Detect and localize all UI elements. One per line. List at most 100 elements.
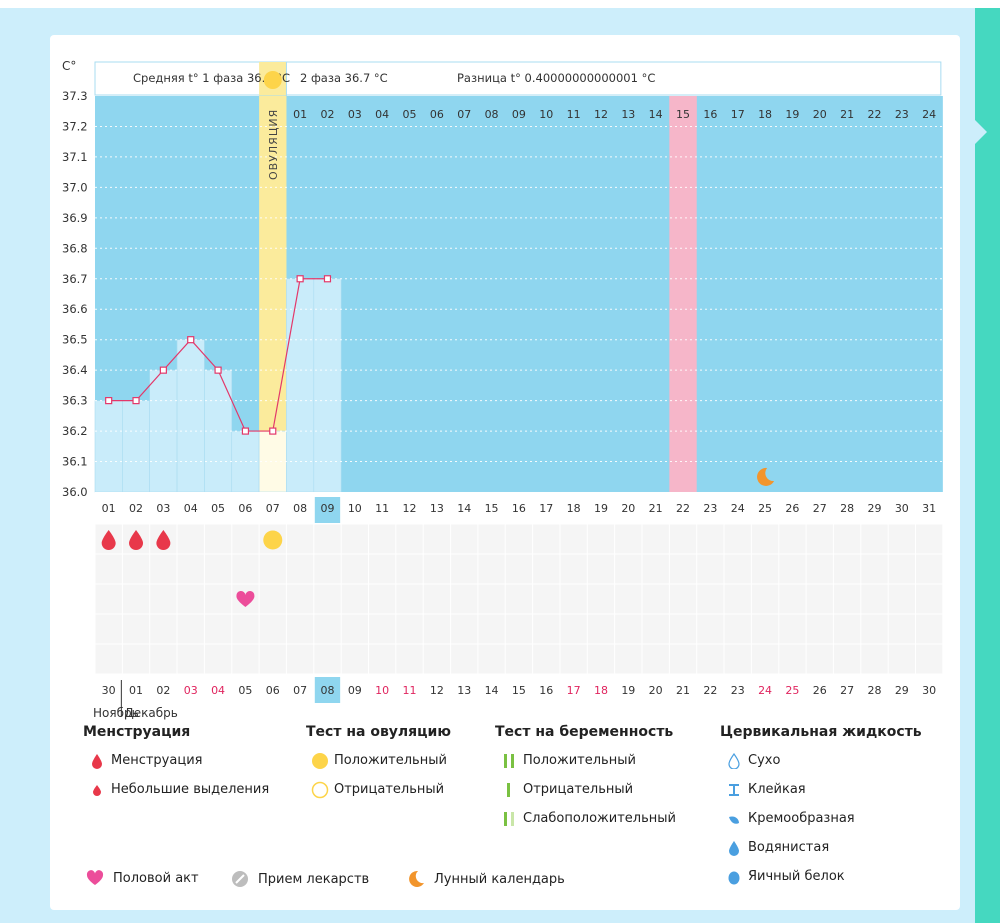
calendar-day-label: 05	[238, 684, 252, 697]
temperature-bar	[149, 369, 178, 493]
date-label: 30	[895, 502, 909, 515]
legend-cervical-dry: Сухо	[720, 746, 922, 775]
phase2-day-label: 06	[430, 108, 444, 121]
date-label: 18	[567, 502, 581, 515]
hollow-circle-icon	[306, 781, 334, 799]
calendar-day-label: 14	[485, 684, 499, 697]
calendar-day-label: 09	[348, 684, 362, 697]
legend-cervical-creamy: Кремообразная	[720, 804, 922, 833]
heart-icon	[236, 590, 255, 607]
side-panel-toggle[interactable]	[975, 8, 1000, 923]
moon-icon	[404, 870, 428, 888]
date-label: 10	[348, 502, 362, 515]
heart-icon	[83, 870, 107, 886]
single-line-icon	[495, 782, 523, 798]
date-label: 16	[512, 502, 526, 515]
date-label: 22	[676, 502, 690, 515]
faint-line-icon	[495, 811, 523, 827]
legend-cervical-title: Цервикальная жидкость	[720, 724, 922, 740]
calendar-day-label: 24	[758, 684, 772, 697]
calendar-day-label: 25	[785, 684, 799, 697]
legend-menstruation-title: Менструация	[83, 724, 191, 740]
calendar-day-label: 20	[649, 684, 663, 697]
phase2-day-label: 19	[785, 108, 799, 121]
right-gap	[960, 8, 975, 923]
calendar-day-label: 01	[129, 684, 143, 697]
expand-arrow-icon[interactable]	[975, 120, 987, 144]
symbol-grid	[95, 524, 943, 674]
date-label: 23	[703, 502, 717, 515]
egg-icon	[720, 869, 748, 885]
temperature-bar	[176, 339, 205, 493]
legend-pregnancy-negative: Отрицательный	[495, 775, 676, 804]
phase2-day-label: 20	[813, 108, 827, 121]
y-tick-label: 36.9	[62, 211, 88, 225]
creamy-icon	[720, 811, 748, 827]
y-tick-label: 36.7	[62, 272, 88, 286]
legend-lunar: Лунный календарь	[404, 870, 565, 888]
phase2-day-label: 15	[676, 108, 690, 121]
phase2-day-highlight	[669, 96, 697, 126]
legend-intercourse: Половой акт	[83, 870, 199, 886]
legend-ovulation-test: Тест на овуляцию Положительный Отрицател…	[306, 724, 451, 804]
date-label: 07	[266, 502, 280, 515]
highlight-day-band	[669, 96, 697, 492]
date-label: 01	[102, 502, 116, 515]
moon-icon	[757, 467, 775, 486]
blood-drop-icon	[156, 530, 171, 551]
date-label: 21	[649, 502, 663, 515]
y-axis-unit: C°	[62, 59, 76, 73]
calendar-day-label: 19	[621, 684, 635, 697]
date-label: 04	[184, 502, 198, 515]
pill-icon	[228, 870, 252, 888]
blood-drop-icon	[83, 753, 111, 769]
hollow-drop-icon	[720, 752, 748, 769]
phase2-day-label: 10	[539, 108, 553, 121]
legend-ovulation-negative: Отрицательный	[306, 775, 451, 804]
double-line-icon	[495, 753, 523, 769]
date-label: 02	[129, 502, 143, 515]
temperature-point	[241, 427, 250, 435]
calendar-day-label: 08	[320, 684, 334, 697]
y-tick-label: 36.8	[62, 241, 88, 255]
temperature-bar	[122, 400, 150, 493]
water-drop-icon	[720, 840, 748, 856]
temperature-point	[159, 366, 167, 374]
calendar-day-label: 03	[184, 684, 198, 697]
phase2-day-label: 12	[594, 108, 608, 121]
calendar-day-label: 13	[457, 684, 471, 697]
small-drop-icon	[83, 784, 111, 796]
temperature-point	[296, 275, 304, 283]
calendar-day-label: 12	[430, 684, 444, 697]
calendar-day-label: 29	[895, 684, 909, 697]
temperature-difference: Разница t° 0.40000000000001 °C	[457, 71, 655, 85]
phase2-day-label: 24	[922, 108, 936, 121]
ovulation-marker-icon	[263, 71, 282, 89]
date-label: 14	[457, 502, 471, 515]
legend-pregnancy-title: Тест на беременность	[495, 724, 674, 740]
calendar-day-label: 21	[676, 684, 690, 697]
temperature-bar	[313, 278, 342, 493]
y-tick-label: 37.3	[62, 89, 88, 103]
y-tick-label: 36.1	[62, 455, 88, 469]
phase2-day-label: 07	[457, 108, 471, 121]
calendar-day-label: 15	[512, 684, 526, 697]
legend-ovulation-positive: Положительный	[306, 746, 451, 775]
sticky-icon	[720, 782, 748, 798]
y-tick-label: 37.0	[62, 180, 88, 194]
legend-pregnancy-positive: Положительный	[495, 746, 676, 775]
calendar-day-label: 10	[375, 684, 389, 697]
phase2-day-label: 17	[731, 108, 745, 121]
legend-cervical: Цервикальная жидкость Сухо Клейкая Кремо…	[720, 724, 922, 891]
date-label: 28	[840, 502, 854, 515]
calendar-day-label: 28	[867, 684, 881, 697]
temperature-bar	[94, 400, 123, 493]
legend-menstruation-item: Менструация	[83, 746, 269, 775]
phase2-day-label: 01	[293, 108, 307, 121]
temperature-point	[214, 366, 222, 374]
y-tick-label: 36.4	[62, 363, 88, 377]
temperature-bar	[286, 278, 315, 493]
date-label: 27	[813, 502, 827, 515]
temperature-point	[323, 275, 332, 283]
date-label: 19	[594, 502, 608, 515]
